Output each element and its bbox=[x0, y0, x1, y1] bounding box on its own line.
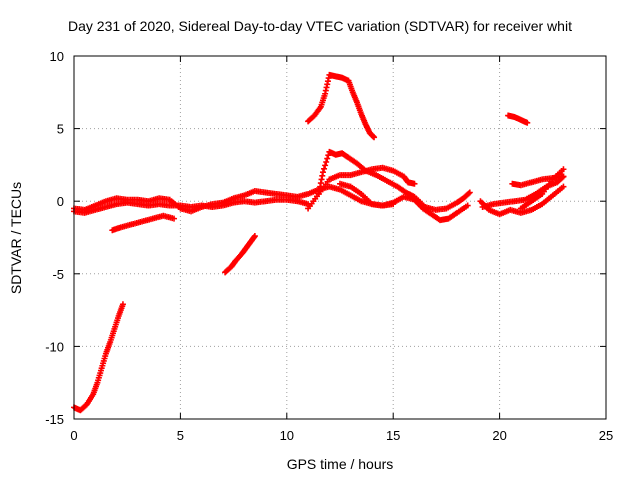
data-series-track-4 bbox=[71, 301, 126, 414]
data-point bbox=[464, 202, 471, 209]
data-point bbox=[560, 166, 567, 173]
chart-title: Day 231 of 2020, Sidereal Day-to-day VTE… bbox=[68, 18, 572, 34]
x-tick-label: 5 bbox=[177, 428, 184, 443]
data-series-track-9 bbox=[337, 180, 471, 224]
y-tick-label: -10 bbox=[45, 339, 64, 354]
data-layer bbox=[71, 71, 567, 414]
data-series-track-10 bbox=[477, 183, 567, 218]
x-tick-label: 0 bbox=[70, 428, 77, 443]
grid bbox=[74, 56, 606, 419]
data-point bbox=[524, 119, 531, 126]
data-series-track-3 bbox=[109, 212, 178, 234]
data-point bbox=[560, 183, 567, 190]
data-point bbox=[171, 215, 178, 222]
y-tick-label: -5 bbox=[52, 267, 64, 282]
y-tick-label: 10 bbox=[50, 49, 64, 64]
data-series-track-8 bbox=[305, 164, 418, 212]
data-point bbox=[560, 173, 567, 180]
data-point bbox=[324, 155, 331, 162]
data-point bbox=[323, 158, 330, 165]
data-series-track-13 bbox=[517, 166, 567, 212]
data-series-track-14 bbox=[505, 112, 531, 126]
data-point bbox=[322, 162, 329, 169]
data-point bbox=[411, 180, 418, 187]
data-point bbox=[371, 134, 378, 141]
x-axis-label: GPS time / hours bbox=[286, 456, 394, 472]
data-point bbox=[119, 301, 126, 308]
data-point bbox=[466, 189, 473, 196]
data-series-track-5 bbox=[222, 233, 258, 276]
data-point bbox=[465, 190, 472, 197]
y-tick-label: 5 bbox=[57, 122, 64, 137]
data-series-track-2 bbox=[71, 196, 312, 216]
x-tick-label: 20 bbox=[492, 428, 506, 443]
plot-frame bbox=[73, 55, 607, 420]
data-point bbox=[321, 165, 328, 172]
data-series-track-6 bbox=[305, 71, 378, 141]
y-tick-label: -15 bbox=[45, 412, 64, 427]
ticks: 0 5 10 15 20 25 -15 -10 -5 0 5 10 bbox=[45, 49, 613, 443]
y-tick-label: 0 bbox=[57, 194, 64, 209]
x-tick-label: 10 bbox=[280, 428, 294, 443]
x-tick-label: 25 bbox=[599, 428, 613, 443]
data-point bbox=[251, 233, 258, 240]
data-point bbox=[319, 169, 326, 176]
x-tick-label: 15 bbox=[386, 428, 400, 443]
